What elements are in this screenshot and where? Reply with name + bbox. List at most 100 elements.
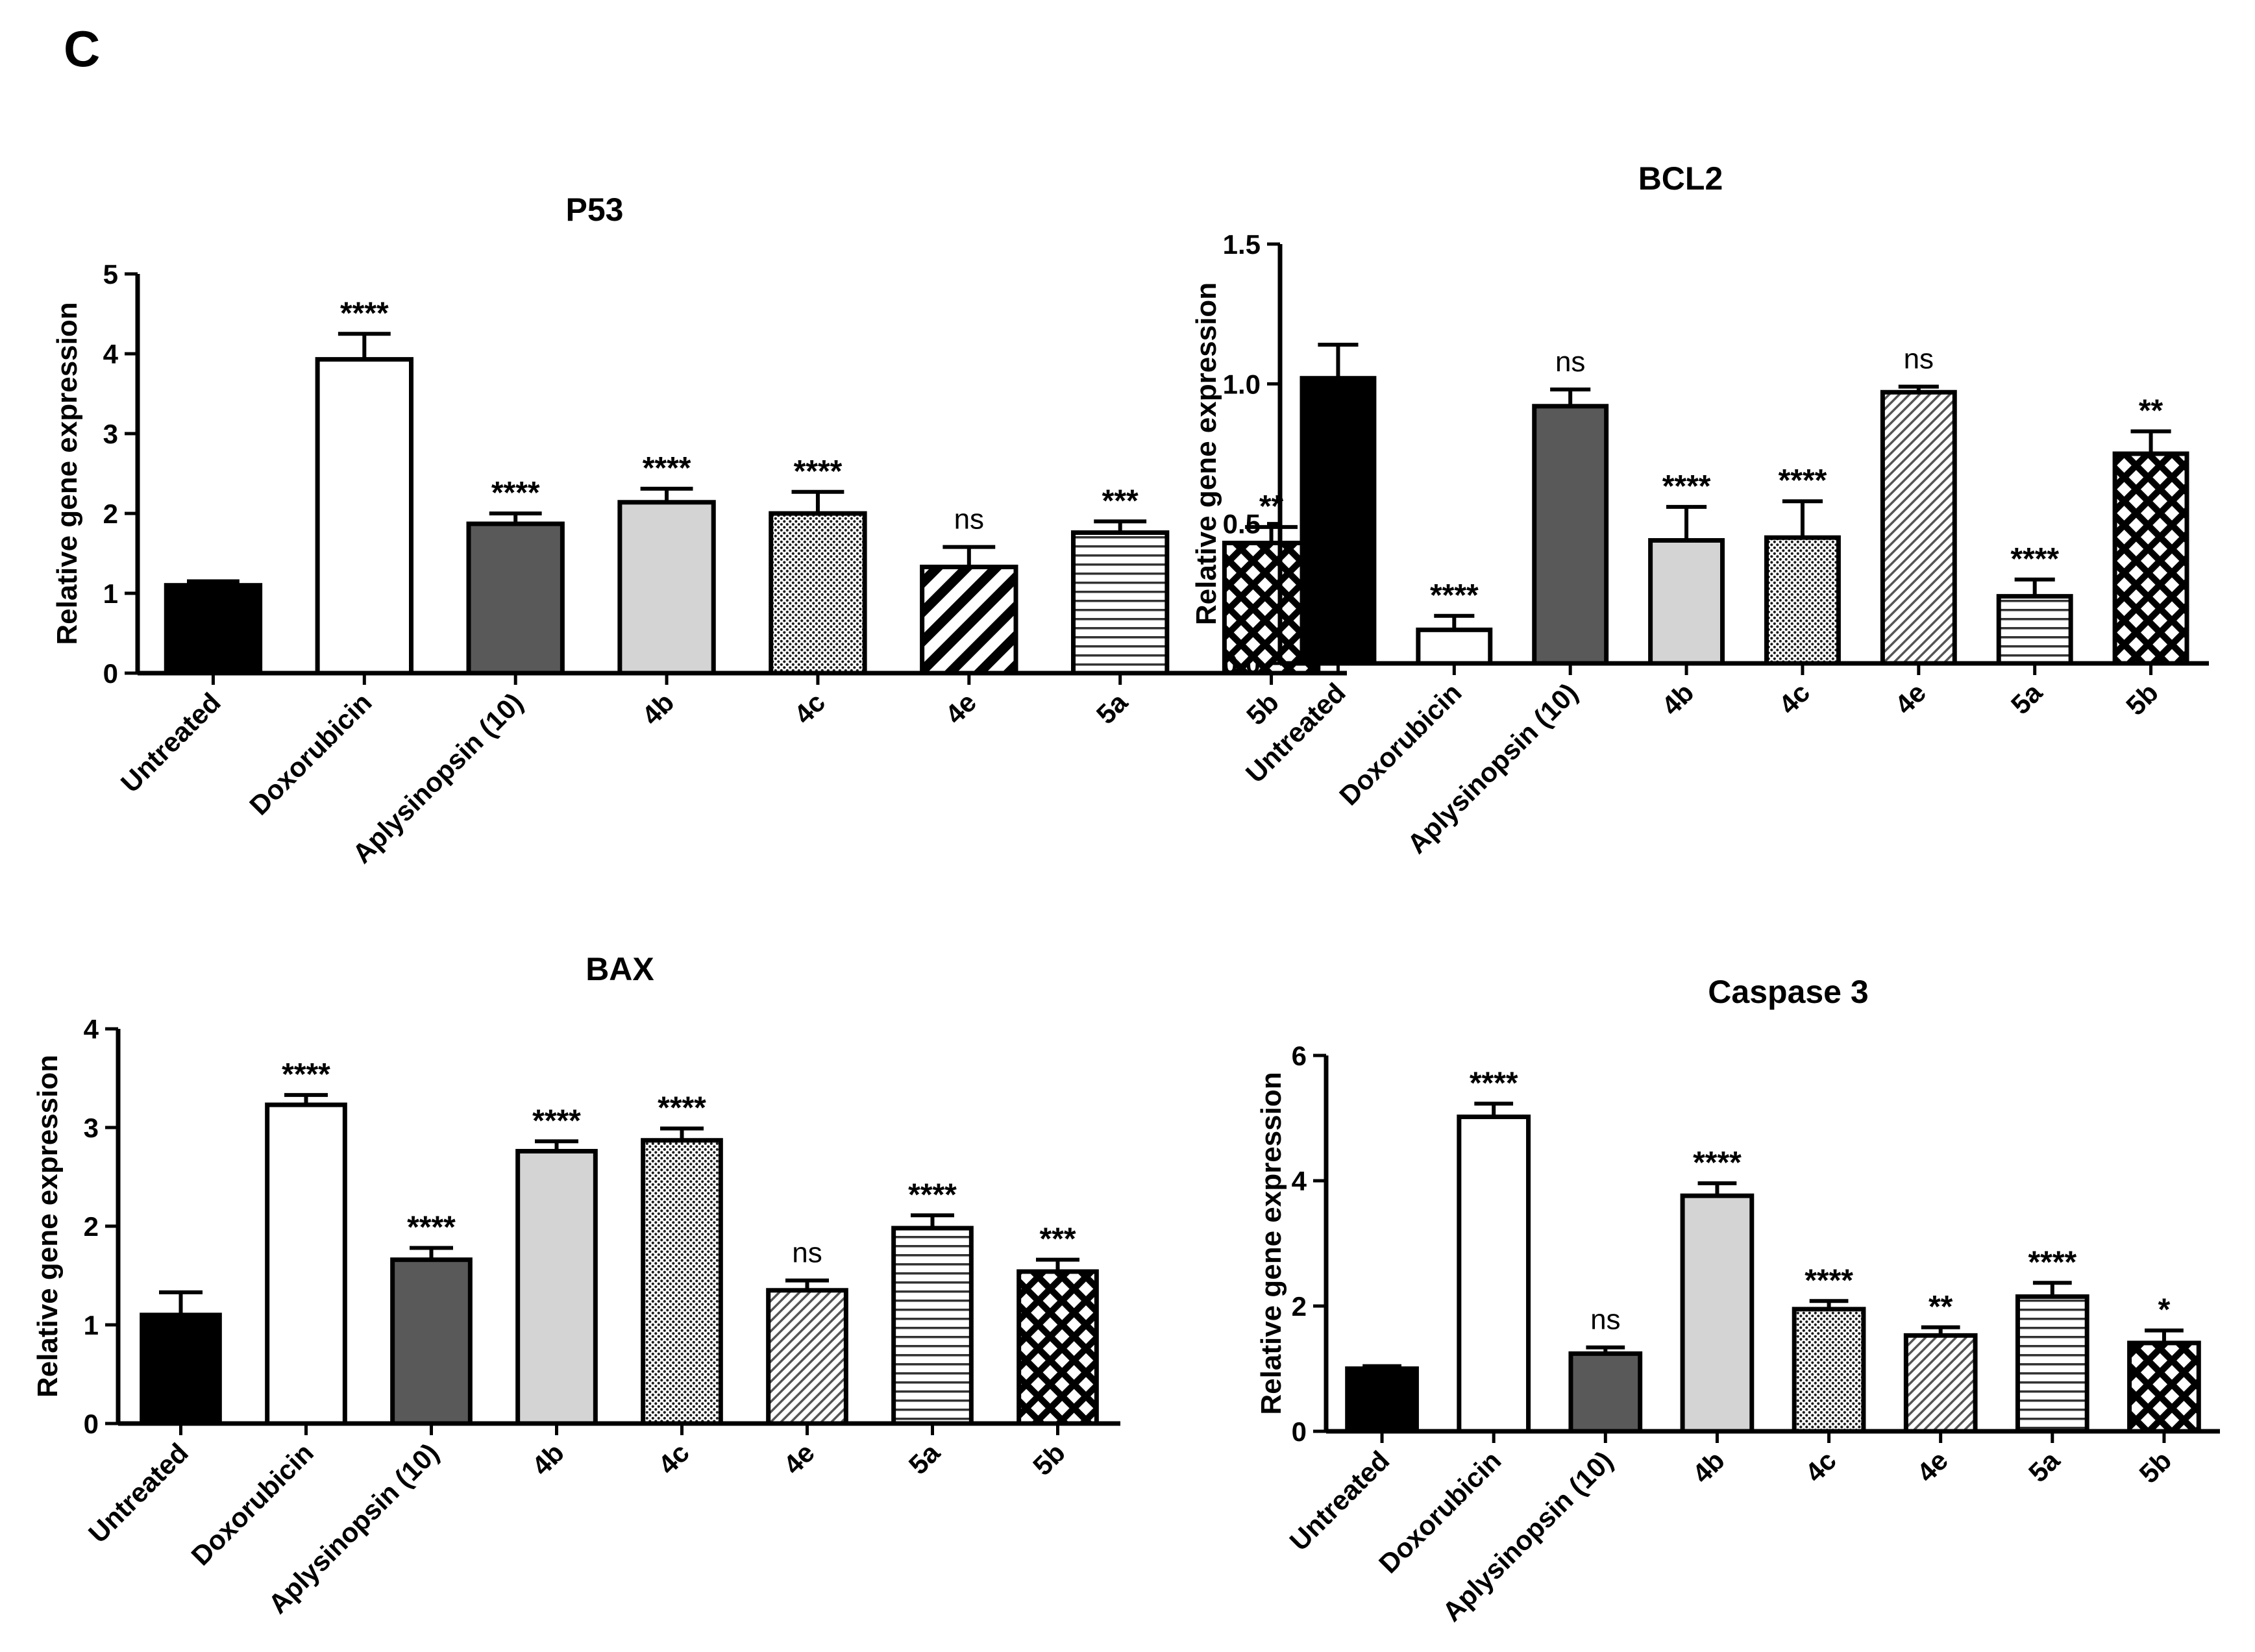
x-tick-label: 4b bbox=[636, 687, 680, 731]
significance-label: **** bbox=[794, 454, 843, 489]
y-tick-label: 3 bbox=[84, 1113, 99, 1143]
significance-label: **** bbox=[340, 296, 389, 330]
bar bbox=[766, 1288, 848, 1426]
x-tick-label: 4c bbox=[1799, 1445, 1842, 1488]
x-tick-label: 4c bbox=[652, 1437, 695, 1480]
x-tick-label: 4e bbox=[778, 1437, 820, 1480]
significance-label: **** bbox=[1430, 578, 1479, 613]
y-tick-label: 0.5 bbox=[1223, 509, 1261, 539]
x-tick-label: Aplysinopsin (10) bbox=[347, 687, 529, 869]
x-tick-label: Untreated bbox=[115, 687, 227, 798]
bar bbox=[1070, 530, 1170, 676]
bar bbox=[1764, 535, 1841, 666]
x-tick-label: 5a bbox=[2023, 1445, 2066, 1488]
bar bbox=[1648, 538, 1725, 666]
x-tick-label: 5b bbox=[2120, 677, 2164, 721]
chart-caspase-3: Caspase 3 Relative gene expression Untreat… bbox=[1255, 974, 2220, 1627]
y-tick-label: 0 bbox=[84, 1409, 99, 1439]
significance-label: * bbox=[2158, 1293, 2171, 1327]
significance-label: **** bbox=[1805, 1263, 1853, 1298]
x-tick-label: 4b bbox=[526, 1437, 570, 1481]
significance-label: ns bbox=[954, 504, 984, 536]
bar bbox=[1880, 389, 1957, 666]
y-tick-label: 5 bbox=[103, 259, 118, 290]
bar bbox=[1568, 1351, 1643, 1434]
significance-label: **** bbox=[2010, 542, 2059, 576]
bar bbox=[920, 564, 1018, 676]
significance-label: **** bbox=[658, 1091, 706, 1126]
significance-label: ns bbox=[792, 1237, 822, 1269]
y-tick-label: 4 bbox=[84, 1014, 99, 1044]
significance-label: **** bbox=[643, 451, 691, 486]
x-tick-label: 5b bbox=[1240, 687, 1285, 731]
x-tick-label: 5a bbox=[903, 1437, 946, 1481]
x-tick-label: 5a bbox=[2005, 677, 2049, 721]
bar bbox=[617, 500, 716, 676]
bar bbox=[515, 1148, 598, 1426]
bar bbox=[1300, 376, 1377, 666]
significance-label: **** bbox=[1662, 469, 1711, 504]
y-axis-label: Relative gene expression bbox=[1255, 1072, 1287, 1414]
bar bbox=[769, 511, 867, 676]
y-tick-label: 0 bbox=[1292, 1416, 1307, 1447]
x-tick-label: 4c bbox=[788, 687, 831, 730]
x-tick-label: 4b bbox=[1656, 677, 1700, 721]
y-tick-label: 1 bbox=[84, 1310, 99, 1340]
significance-label: *** bbox=[1039, 1222, 1076, 1257]
y-tick-label: 4 bbox=[103, 339, 119, 369]
panel-letter: C bbox=[64, 20, 101, 77]
x-tick-label: 4c bbox=[1773, 677, 1816, 720]
x-tick-label: Untreated bbox=[82, 1437, 194, 1549]
y-tick-label: 3 bbox=[103, 419, 118, 449]
bar bbox=[140, 1313, 222, 1426]
bar bbox=[1416, 627, 1493, 666]
significance-label: **** bbox=[282, 1057, 330, 1092]
y-tick-label: 0 bbox=[103, 658, 118, 689]
chart-title: Caspase 3 bbox=[1708, 974, 1868, 1010]
y-tick-label: 1.5 bbox=[1223, 229, 1261, 260]
bar bbox=[1345, 1366, 1419, 1434]
bar bbox=[315, 357, 414, 676]
significance-label: **** bbox=[1470, 1066, 1518, 1100]
bar bbox=[265, 1102, 347, 1426]
x-tick-label: 4b bbox=[1686, 1445, 1731, 1489]
chart-title: BCL2 bbox=[1638, 160, 1723, 197]
x-tick-label: 5b bbox=[1027, 1437, 1071, 1481]
y-tick-label: 2 bbox=[84, 1211, 99, 1242]
y-axis-label: Relative gene expression bbox=[1190, 282, 1222, 625]
significance-label: **** bbox=[1779, 463, 1827, 498]
significance-label: ** bbox=[2139, 394, 2163, 428]
y-axis-label: Relative gene expression bbox=[51, 302, 83, 645]
y-tick-label: 2 bbox=[103, 499, 118, 529]
bar bbox=[1996, 594, 2073, 666]
y-tick-label: 1.0 bbox=[1223, 369, 1261, 399]
bar bbox=[641, 1138, 723, 1426]
bar bbox=[1457, 1115, 1531, 1434]
x-tick-label: Doxorubicin bbox=[243, 687, 377, 820]
bar bbox=[466, 521, 565, 676]
x-tick-label: 4e bbox=[939, 687, 982, 730]
y-tick-label: 2 bbox=[1292, 1291, 1307, 1322]
significance-label: ns bbox=[1904, 343, 1934, 375]
x-tick-label: 4e bbox=[1889, 677, 1932, 720]
bar bbox=[1017, 1269, 1099, 1426]
y-tick-label: 0.0 bbox=[1223, 648, 1261, 679]
significance-label: ** bbox=[1928, 1290, 1953, 1324]
chart-title: BAX bbox=[585, 951, 654, 987]
significance-label: **** bbox=[2028, 1245, 2076, 1279]
significance-label: **** bbox=[407, 1210, 456, 1244]
significance-label: ns bbox=[1555, 346, 1585, 378]
bar bbox=[1792, 1307, 1866, 1434]
significance-label: **** bbox=[532, 1103, 581, 1138]
x-tick-label: Untreated bbox=[1284, 1445, 1396, 1557]
significance-label: **** bbox=[491, 476, 540, 510]
bar bbox=[1680, 1193, 1755, 1434]
y-tick-label: 6 bbox=[1292, 1041, 1307, 1071]
significance-label: *** bbox=[1102, 484, 1139, 518]
bar bbox=[1532, 404, 1609, 666]
x-tick-label: Doxorubicin bbox=[185, 1437, 319, 1571]
bar bbox=[2112, 451, 2189, 666]
significance-label: **** bbox=[1693, 1146, 1742, 1180]
